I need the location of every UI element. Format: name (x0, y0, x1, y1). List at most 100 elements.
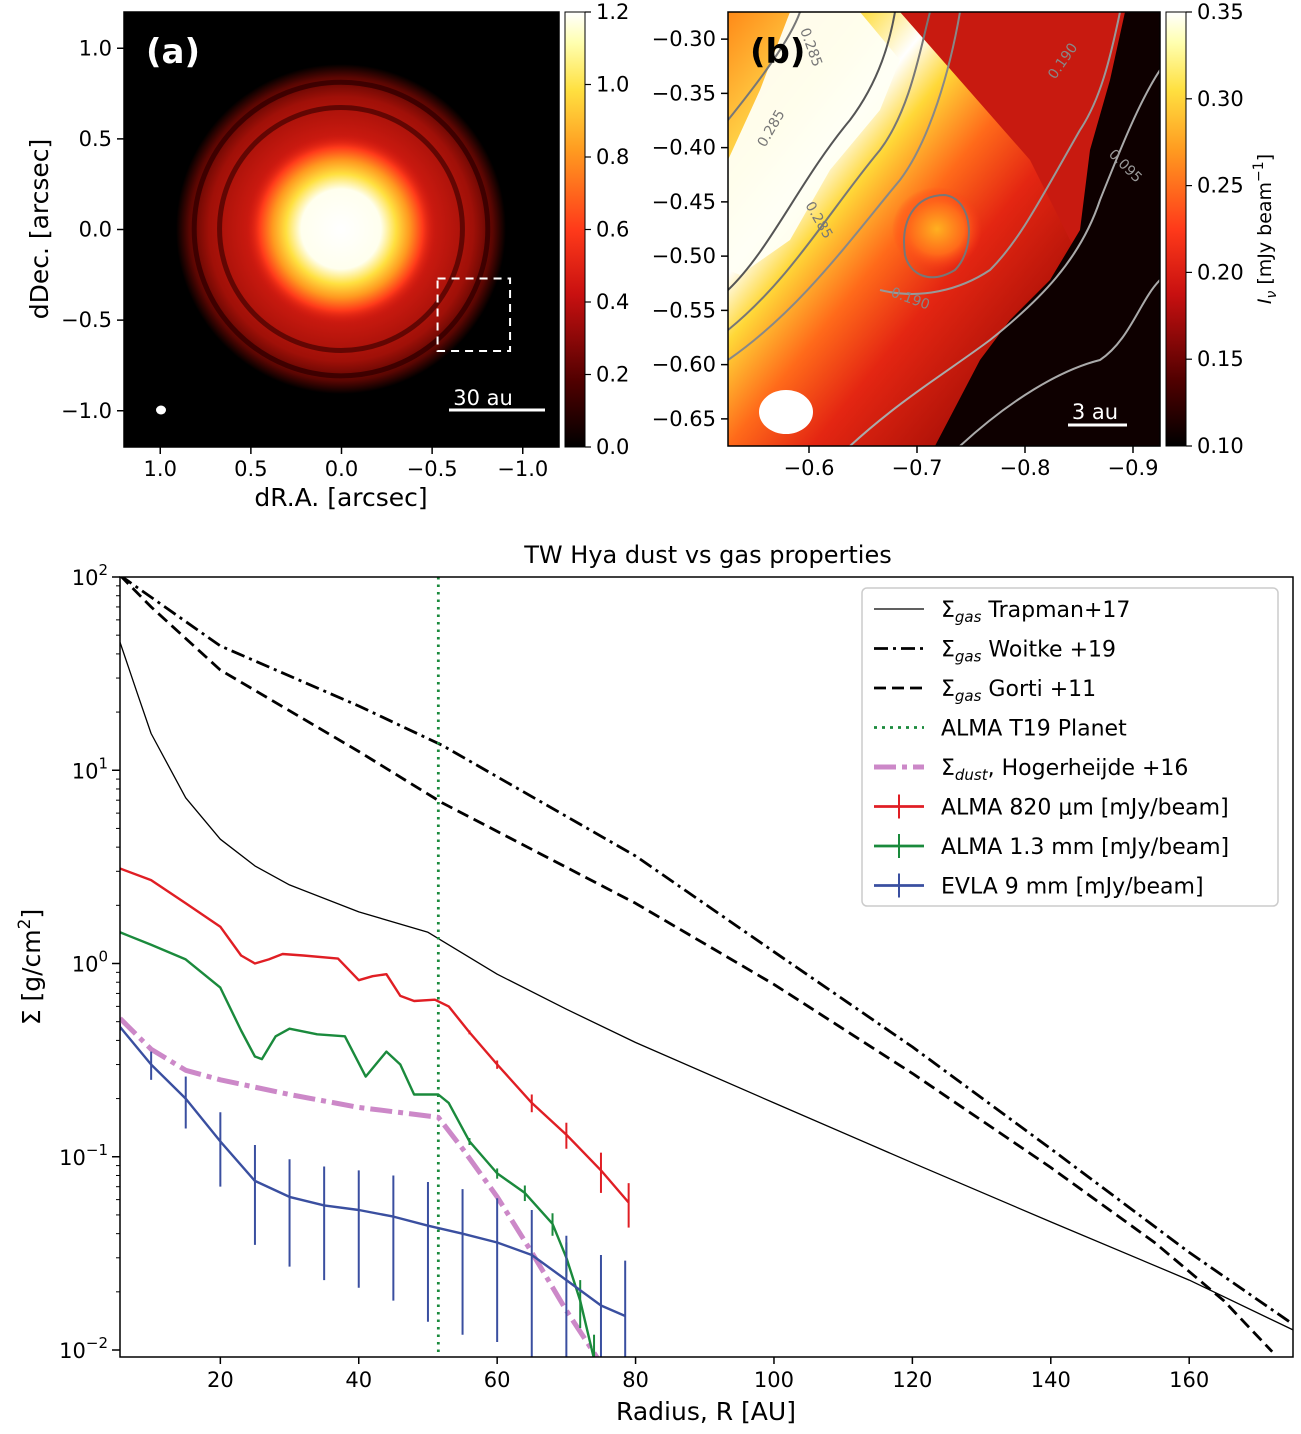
panel-a-y-label: dDec. [arcsec] (25, 139, 54, 320)
series-5 (120, 867, 630, 1228)
panel-a-tag: (a) (146, 32, 200, 72)
contour-line (959, 279, 1160, 446)
y-tick-label: 10−1 (59, 1141, 108, 1170)
y-tick-label: −0.55 (652, 298, 716, 322)
x-tick-label: 0.0 (325, 457, 358, 481)
x-tick-label: 60 (484, 1368, 511, 1392)
legend-label: ALMA 820 μm [mJy/beam] (941, 796, 1229, 821)
colorbar-b (1165, 11, 1187, 447)
panel-c-radial-profiles: TW Hya dust vs gas properties 20 40 60 80 10… (15, 541, 1294, 1426)
legend: Σgas Trapman+17 Σgas Woitke +19 Σgas Gorti… (861, 587, 1279, 907)
y-tick-label: −0.35 (652, 81, 716, 105)
series-4 (120, 1016, 600, 1357)
y-tick-label: −0.60 (652, 353, 716, 377)
panel-a-gap-ring (191, 79, 491, 379)
series-0 (120, 641, 1293, 1331)
contour-line (728, 12, 931, 331)
series-line (120, 577, 1293, 1326)
colorbar-tick-label: 0.2 (596, 363, 629, 387)
y-tick-label: −0.30 (652, 27, 716, 51)
contour-line (903, 193, 970, 279)
series-line (120, 1026, 626, 1318)
legend-label: Σgas Trapman+17 (941, 598, 1130, 626)
beam-ellipse (759, 390, 813, 434)
panel-a-x-label: dR.A. [arcsec] (254, 483, 427, 512)
colorbar-tick-label: 0.25 (1197, 174, 1244, 198)
y-tick-label: 0.5 (79, 127, 112, 151)
colorbar-b-label: Iν [mJy beam−1] (1251, 154, 1280, 304)
series-line (120, 1016, 600, 1357)
series-line (120, 867, 630, 1204)
legend-label: EVLA 9 mm [mJy/beam] (941, 875, 1204, 900)
zoom-box (436, 277, 512, 352)
series-line (120, 931, 595, 1357)
x-axis-label: Radius, R [AU] (616, 1397, 796, 1426)
contour-line (849, 69, 1160, 446)
y-tick-label: −1.0 (61, 399, 112, 423)
scale-bar-label: 30 au (453, 386, 513, 410)
series-line (120, 641, 1293, 1331)
x-tick-label: −1.0 (497, 457, 548, 481)
legend-box (861, 587, 1279, 907)
x-tick-label: 160 (1169, 1368, 1209, 1392)
y-tick-label: 100 (72, 948, 108, 977)
contour-line (728, 12, 896, 291)
x-tick-label: 140 (1031, 1368, 1071, 1392)
series-1 (120, 577, 1293, 1326)
colorbar-tick-label: 0.6 (596, 218, 629, 242)
panel-a-core (246, 134, 436, 324)
colorbar-tick-label: 1.2 (596, 0, 629, 24)
panel-c-frame (119, 576, 1294, 1358)
x-tick-label: −0.5 (407, 457, 458, 481)
colorbar-tick-label: 0.10 (1197, 434, 1244, 458)
x-tick-label: −0.9 (1108, 456, 1159, 480)
x-tick-label: 0.5 (234, 457, 267, 481)
series-2 (120, 577, 1274, 1353)
contour-line (879, 12, 1121, 295)
y-tick-label: −0.65 (652, 407, 716, 431)
legend-label: ALMA T19 Planet (941, 717, 1127, 742)
y-tick-label: −0.50 (652, 244, 716, 268)
panel-a-dust-image: 30 au (a) 1.0 0.5 0.0 −0.5 −1.0 1.0 0.5 0.0 −0.… (25, 0, 629, 512)
x-tick-label: 20 (207, 1368, 234, 1392)
panel-b-white-core (728, 12, 900, 275)
x-tick-label: 120 (892, 1368, 932, 1392)
legend-label: Σgas Gorti +11 (941, 677, 1096, 705)
colorbar-tick-label: 0.4 (596, 290, 629, 314)
scale-bar-label: 3 au (1072, 400, 1118, 424)
series-line (120, 577, 1274, 1353)
legend-label: Σdust, Hogerheijde +16 (941, 756, 1188, 784)
series-7 (120, 1023, 627, 1357)
x-tick-label: −0.6 (784, 456, 835, 480)
chart-title: TW Hya dust vs gas properties (523, 541, 891, 569)
colorbar-tick-label: 0.30 (1197, 87, 1244, 111)
y-tick-label: 1.0 (79, 36, 112, 60)
colorbar-tick-label: 0.0 (596, 435, 629, 459)
colorbar-tick-label: 1.0 (596, 73, 629, 97)
contour-line (728, 12, 961, 361)
y-tick-label: −0.45 (652, 190, 716, 214)
panel-b-zoom-image: 0.285 0.285 0.285 0.190 0.190 0.095 3 au… (652, 0, 1280, 480)
x-tick-label: −0.7 (892, 456, 943, 480)
y-tick-label: 10−2 (59, 1334, 108, 1363)
x-tick-label: 100 (754, 1368, 794, 1392)
x-tick-label: 1.0 (144, 457, 177, 481)
panel-b-tag: (b) (750, 32, 805, 72)
contour-line (728, 12, 801, 121)
colorbar-tick-label: 0.15 (1197, 347, 1244, 371)
colorbar-tick-label: 0.8 (596, 145, 629, 169)
x-tick-label: −0.8 (1000, 456, 1051, 480)
colorbar-tick-label: 0.35 (1197, 0, 1244, 24)
y-tick-label: 102 (72, 561, 108, 590)
x-tick-label: 40 (345, 1368, 372, 1392)
panel-a-gap-ring (217, 105, 465, 353)
legend-label: ALMA 1.3 mm [mJy/beam] (941, 835, 1229, 860)
y-tick-label: −0.5 (61, 308, 112, 332)
y-tick-label: −0.40 (652, 136, 716, 160)
beam-ellipse (156, 405, 166, 415)
colorbar-tick-label: 0.20 (1197, 260, 1244, 284)
y-tick-label: 101 (72, 754, 108, 783)
colorbar-a (564, 11, 586, 448)
legend-label: Σgas Woitke +19 (941, 638, 1116, 666)
